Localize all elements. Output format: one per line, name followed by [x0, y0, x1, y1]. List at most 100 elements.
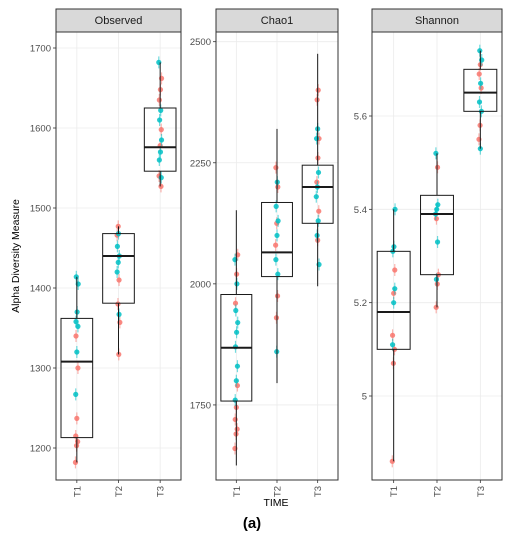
box-iqr	[420, 194, 454, 276]
data-point	[115, 301, 121, 307]
facet-strip-label: Chao1	[261, 15, 293, 27]
data-point	[73, 319, 79, 325]
data-point	[314, 97, 320, 103]
data-point	[389, 342, 396, 348]
x-tick-label: T3	[313, 486, 324, 497]
data-point	[316, 208, 322, 214]
x-tick-label: T1	[232, 486, 243, 497]
data-point	[116, 311, 122, 317]
panel-observed: Observed 1200 1300 1400 1500 1600 1700 T1 T2 T3	[30, 8, 182, 497]
data-point	[275, 271, 281, 277]
data-point	[433, 276, 440, 282]
data-point	[476, 71, 482, 77]
data-point	[434, 206, 440, 212]
data-point	[274, 293, 281, 299]
data-point	[234, 426, 240, 432]
x-tick-label: T2	[273, 486, 284, 497]
y-tick-label: 5.2	[354, 298, 367, 309]
data-point	[158, 175, 164, 181]
box-iqr	[463, 68, 498, 112]
data-point	[433, 216, 440, 222]
data-point	[75, 323, 81, 329]
y-tick-label: 5	[362, 392, 367, 403]
data-point	[74, 415, 80, 421]
x-tick-label: T2	[433, 486, 444, 497]
panel-shannon: Shannon 5 5.2 5.4 5.6 T1 T2 T3	[354, 8, 503, 497]
data-point	[314, 232, 320, 239]
data-point	[74, 349, 80, 355]
y-axis-title: Alpha Diversity Measure	[10, 199, 22, 313]
data-point	[158, 127, 164, 133]
panel-border	[55, 31, 182, 481]
data-point	[73, 391, 79, 397]
data-point	[158, 183, 164, 189]
y-tick-label: 1300	[30, 364, 51, 375]
data-point	[232, 397, 238, 403]
data-point	[273, 315, 280, 321]
data-point	[73, 333, 79, 339]
data-point	[232, 300, 239, 306]
data-point	[158, 107, 164, 113]
data-point	[435, 202, 441, 208]
data-point	[313, 194, 319, 200]
data-point	[273, 203, 279, 209]
data-point	[157, 149, 164, 155]
data-point	[114, 269, 120, 275]
box-iqr	[143, 107, 177, 172]
y-tick-label: 2250	[190, 158, 211, 169]
x-axis-title: TIME	[263, 497, 288, 509]
box-iqr	[102, 233, 135, 304]
data-point	[434, 164, 441, 170]
facet-strip-label: Shannon	[415, 15, 459, 27]
data-point	[273, 257, 279, 263]
x-tick-label: T3	[156, 486, 167, 497]
data-point	[75, 365, 81, 371]
panel-chao1: Chao1 1750 2000 2250 2500 T1 T2 T3	[190, 8, 339, 497]
panel-border	[215, 31, 339, 481]
y-tick-label: 1400	[30, 284, 51, 295]
data-point	[234, 363, 241, 369]
facet-strip-label: Observed	[95, 15, 143, 27]
data-point	[477, 48, 483, 54]
data-point	[434, 239, 441, 245]
data-point	[157, 117, 163, 123]
data-point	[115, 259, 121, 265]
data-point	[433, 304, 439, 310]
y-tick-label: 1750	[190, 400, 211, 411]
y-tick-label: 2500	[190, 37, 211, 48]
y-tick-label: 5.4	[354, 205, 367, 216]
y-tick-label: 5.6	[354, 112, 367, 123]
data-point	[433, 150, 439, 156]
data-point	[116, 277, 122, 283]
data-point	[478, 80, 484, 86]
data-point	[273, 242, 279, 248]
box-iqr	[376, 250, 411, 350]
y-tick-label: 1700	[30, 44, 51, 55]
data-point	[73, 274, 79, 280]
y-tick-label: 1500	[30, 204, 51, 215]
data-point	[234, 281, 240, 287]
data-point	[234, 329, 240, 335]
figure-caption: (a)	[243, 515, 261, 532]
data-point	[315, 218, 321, 224]
data-point	[233, 307, 239, 314]
data-point	[234, 382, 241, 389]
data-point	[315, 169, 322, 176]
data-point	[275, 218, 281, 224]
data-point	[233, 378, 239, 384]
data-point	[392, 267, 398, 273]
box-iqr	[301, 164, 334, 224]
x-tick-label: T1	[72, 486, 83, 497]
data-point	[313, 135, 320, 142]
data-point	[156, 97, 162, 103]
data-point	[273, 165, 279, 171]
box-iqr	[261, 201, 293, 278]
data-point	[274, 232, 280, 239]
data-point	[392, 286, 398, 292]
y-tick-label: 1200	[30, 444, 51, 455]
data-point	[389, 332, 396, 338]
x-tick-label: T3	[476, 486, 487, 497]
y-tick-label: 1600	[30, 124, 51, 135]
data-point	[315, 87, 321, 93]
